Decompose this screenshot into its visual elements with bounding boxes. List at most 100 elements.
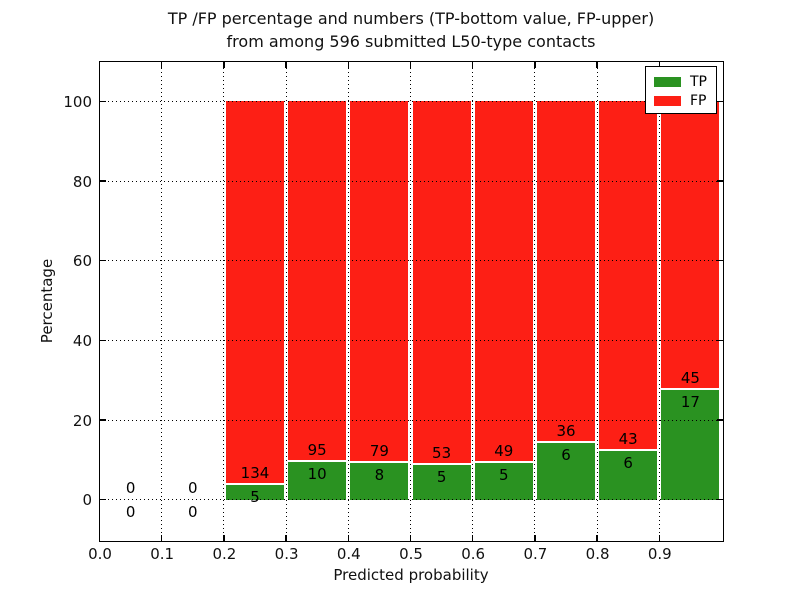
x-tick-mark — [596, 61, 598, 68]
h-gridline — [99, 260, 723, 262]
x-tick-mark — [223, 534, 225, 541]
v-gridline — [596, 61, 598, 541]
x-tick-label: 0.2 — [212, 545, 237, 563]
fp-count-label: 79 — [369, 442, 389, 461]
x-tick-mark — [534, 61, 536, 68]
x-tick-label: 0.1 — [150, 545, 175, 563]
v-gridline — [161, 61, 163, 541]
y-tick-mark — [716, 259, 723, 262]
y-tick-label: 40 — [72, 331, 92, 350]
tp-bar-segment — [474, 462, 533, 500]
fp-bar-segment — [599, 101, 658, 449]
y-tick-mark — [99, 259, 106, 262]
x-tick-mark — [160, 534, 163, 541]
chart-title-line2: from among 596 submitted L50-type contac… — [226, 32, 596, 51]
chart-title: TP /FP percentage and numbers (TP-bottom… — [100, 7, 722, 53]
v-gridline — [658, 61, 660, 541]
x-tick-mark — [471, 61, 474, 68]
x-tick-mark — [471, 534, 474, 541]
fp-legend-swatch-icon — [654, 95, 681, 106]
tp-bar-segment — [350, 463, 409, 500]
y-tick-label: 80 — [72, 172, 92, 191]
fp-count-label: 95 — [307, 440, 327, 459]
fp-bar-segment — [474, 101, 533, 461]
tp-count-label: 10 — [307, 464, 327, 483]
v-gridline — [223, 61, 225, 541]
x-tick-label: 0.7 — [523, 545, 548, 563]
x-tick-mark — [347, 534, 350, 541]
x-tick-mark — [596, 534, 598, 541]
tp-count-label: 8 — [374, 466, 385, 485]
fp-bar-segment — [536, 101, 596, 441]
fp-bar-segment — [412, 101, 471, 464]
chart-title-line1: TP /FP percentage and numbers (TP-bottom… — [167, 9, 655, 28]
tp-count-label: 0 — [125, 502, 136, 521]
x-tick-label: 0.8 — [585, 545, 610, 563]
fp-count-label: 0 — [188, 478, 198, 497]
tp-bar-segment — [412, 465, 471, 500]
x-tick-mark — [160, 61, 163, 68]
x-tick-mark — [98, 61, 101, 68]
y-tick-label: 100 — [63, 92, 92, 111]
tp-legend-swatch-icon — [654, 76, 681, 87]
legend-item-fp: FP — [654, 92, 716, 109]
h-gridline — [99, 339, 723, 341]
fp-bar-segment — [225, 101, 285, 484]
y-tick-label: 0 — [82, 491, 92, 510]
v-gridline — [410, 61, 411, 541]
x-tick-label: 0.6 — [461, 545, 486, 563]
x-tick-mark — [347, 61, 350, 68]
x-tick-label: 0.4 — [336, 545, 361, 563]
h-gridline — [99, 100, 723, 102]
tp-count-label: 5 — [436, 468, 447, 487]
legend-item-tp: TP — [654, 73, 716, 90]
y-tick-mark — [716, 180, 723, 182]
fp-count-label: 45 — [680, 369, 700, 388]
y-axis-label: Percentage — [38, 258, 56, 344]
y-tick-mark — [716, 339, 723, 342]
x-axis-label: Predicted probability — [333, 566, 489, 584]
y-tick-mark — [99, 339, 106, 342]
tp-count-label: 6 — [561, 445, 571, 464]
tp-count-label: 5 — [250, 488, 260, 507]
fp-count-label: 134 — [240, 464, 270, 483]
v-gridline — [534, 61, 536, 541]
tp-count-label: 6 — [623, 453, 633, 472]
y-tick-label: 60 — [72, 252, 92, 271]
y-tick-mark — [99, 100, 106, 103]
fp-bar-segment — [350, 101, 409, 462]
h-gridline — [99, 419, 723, 421]
h-gridline — [99, 499, 723, 501]
x-tick-mark — [658, 534, 661, 541]
tp-bar-segment — [599, 450, 658, 500]
tp-bar-segment — [288, 461, 347, 500]
x-tick-mark — [98, 534, 101, 541]
y-tick-mark — [716, 498, 723, 501]
x-tick-mark — [658, 61, 661, 68]
x-tick-mark — [409, 534, 412, 541]
tp-count-label: 0 — [188, 502, 198, 521]
tp-count-label: 5 — [499, 465, 509, 484]
plot-area: 0 0 0 0 134 5 95 10 79 8 53 5 49 5 36 6 43 6 45 17 — [98, 60, 724, 542]
v-gridline — [347, 61, 349, 541]
h-gridline — [99, 180, 723, 182]
fp-count-label: 49 — [494, 441, 514, 460]
y-tick-mark — [716, 419, 723, 421]
x-tick-label: 0.3 — [274, 545, 299, 563]
x-tick-mark — [409, 61, 412, 68]
fp-count-label: 36 — [556, 421, 576, 440]
legend-label-tp: TP — [690, 73, 707, 90]
v-gridline — [285, 61, 287, 541]
y-tick-mark — [716, 100, 723, 103]
legend: TP FP — [645, 66, 717, 114]
tp-bar-segment — [536, 442, 596, 500]
x-tick-label: 0.5 — [399, 545, 423, 563]
tp-bar-segment — [661, 390, 720, 500]
fp-bar-segment — [288, 101, 347, 460]
y-tick-mark — [99, 419, 106, 421]
x-tick-mark — [285, 534, 287, 541]
legend-label-fp: FP — [690, 92, 707, 109]
v-gridline — [472, 61, 474, 541]
tp-count-label: 17 — [680, 393, 700, 412]
